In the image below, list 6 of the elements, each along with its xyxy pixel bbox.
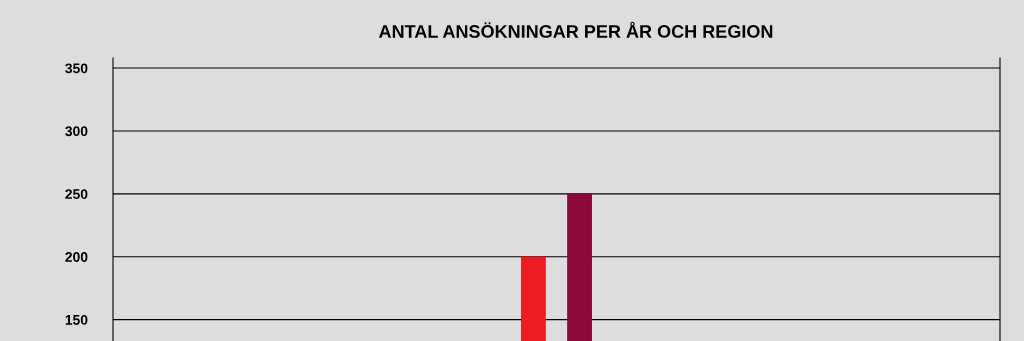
chart-title: ANTAL ANSÖKNINGAR PER ÅR OCH REGION [378,21,773,38]
y-tick-label: 150 [65,314,88,325]
y-tick-label: 200 [65,252,88,262]
y-tick-label: 250 [65,189,88,200]
y-tick-label: 300 [65,126,88,137]
y-tick-label: 350 [65,63,88,74]
